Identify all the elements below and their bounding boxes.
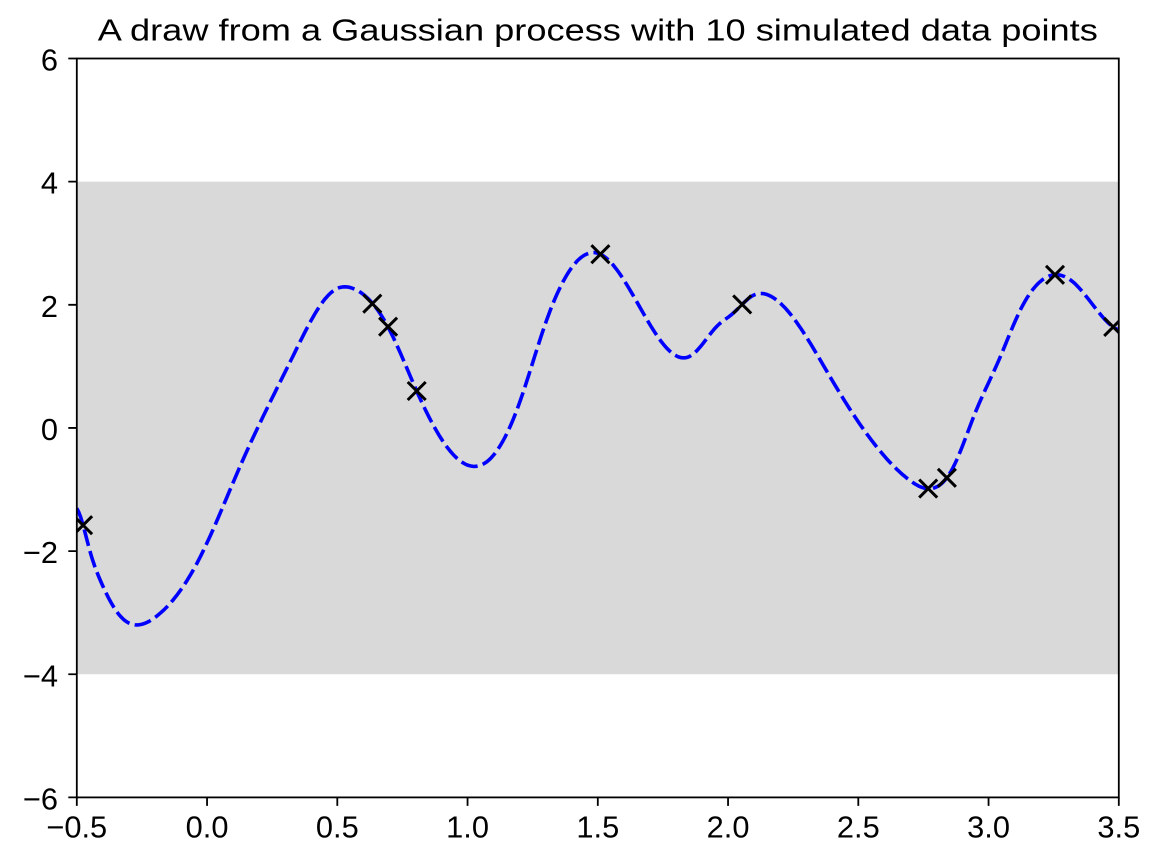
svg-text:−2: −2 bbox=[23, 535, 58, 570]
svg-text:0.0: 0.0 bbox=[186, 810, 229, 845]
svg-text:3.0: 3.0 bbox=[967, 810, 1010, 845]
svg-text:A draw from a Gaussian process: A draw from a Gaussian process with 10 s… bbox=[98, 13, 1098, 48]
svg-text:−6: −6 bbox=[23, 781, 58, 816]
svg-text:0.5: 0.5 bbox=[316, 810, 359, 845]
svg-text:2.5: 2.5 bbox=[837, 810, 880, 845]
svg-text:1.0: 1.0 bbox=[446, 810, 489, 845]
svg-text:1.5: 1.5 bbox=[576, 810, 619, 845]
svg-text:2.0: 2.0 bbox=[707, 810, 750, 845]
svg-text:−0.5: −0.5 bbox=[46, 810, 107, 845]
svg-text:4: 4 bbox=[41, 166, 58, 201]
svg-text:−4: −4 bbox=[23, 658, 58, 693]
svg-text:3.5: 3.5 bbox=[1097, 810, 1140, 845]
svg-text:2: 2 bbox=[41, 289, 58, 324]
svg-text:6: 6 bbox=[41, 43, 58, 78]
svg-text:0: 0 bbox=[41, 412, 58, 447]
